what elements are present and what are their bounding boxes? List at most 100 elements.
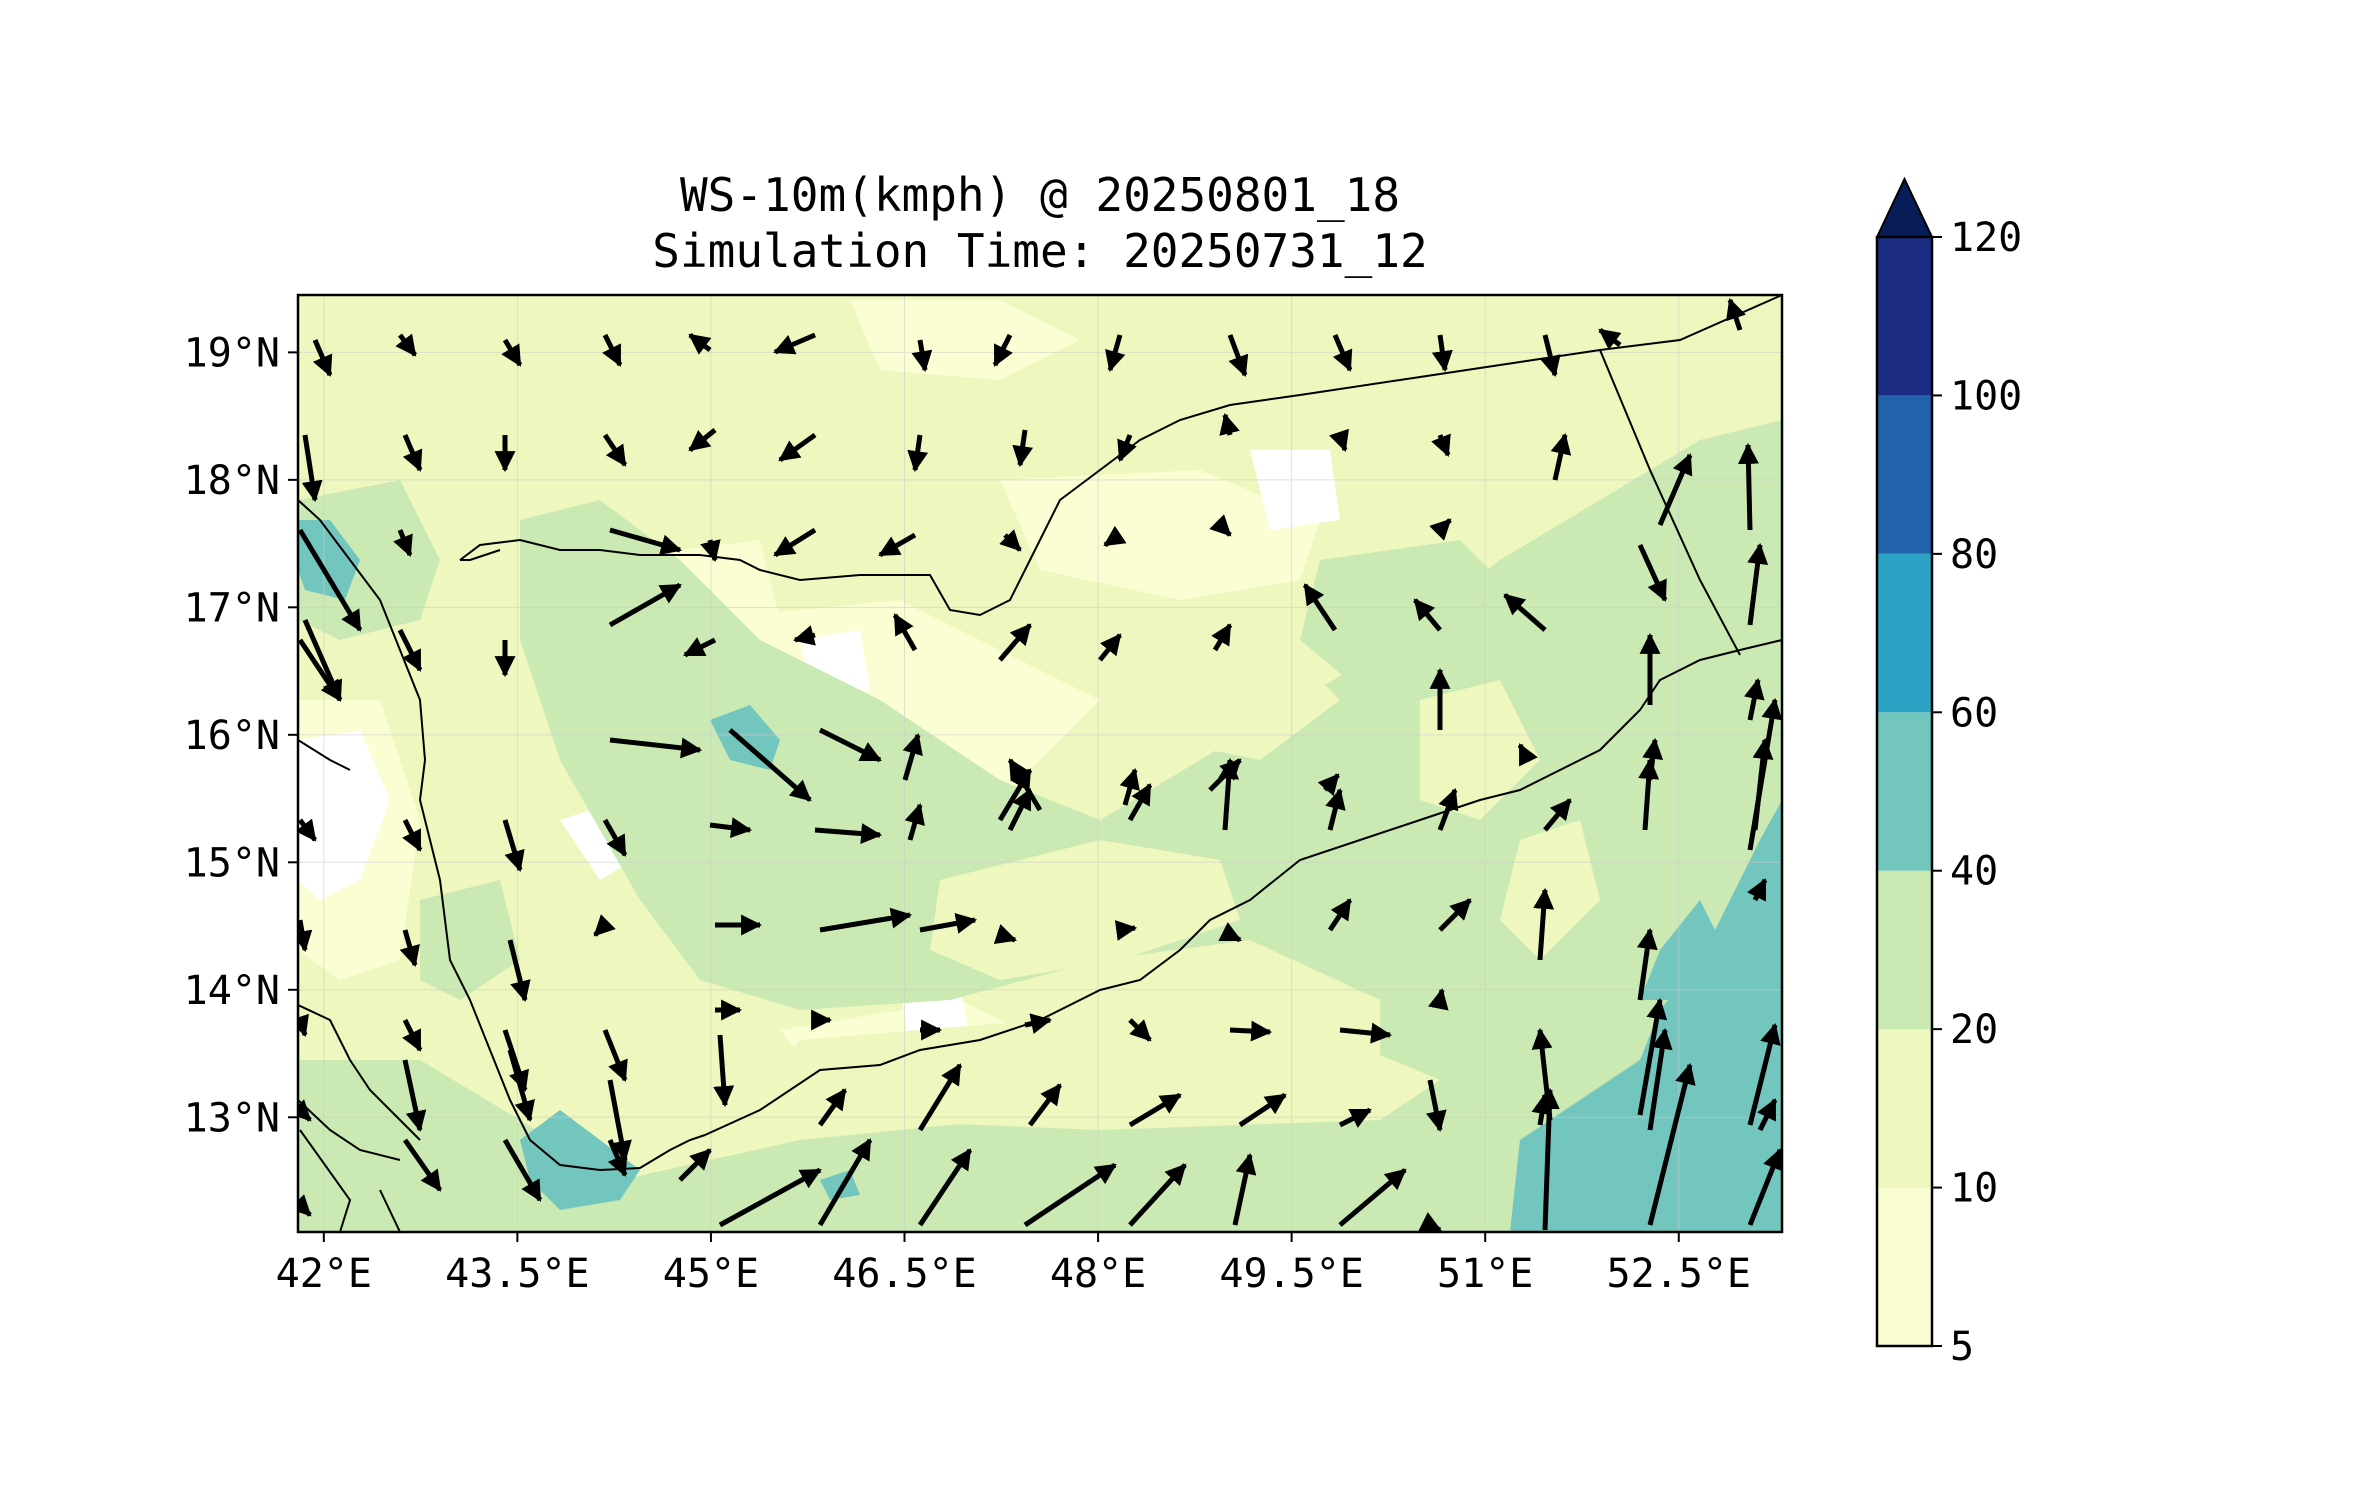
wind-arrow xyxy=(1638,757,1660,831)
wind-arrow xyxy=(1339,1022,1393,1044)
wind-arrow xyxy=(1538,1087,1560,1231)
wind-arrow xyxy=(602,333,623,367)
wind-arrow xyxy=(1219,412,1240,436)
wind-arrow xyxy=(818,727,882,763)
colorbar-tick-label: 120 xyxy=(1950,215,2022,261)
wind-arrow xyxy=(1218,757,1240,831)
wind-arrow xyxy=(998,623,1032,662)
map-title: WS-10m(kmph) @ 20250801_18 xyxy=(679,168,1401,222)
wind-arrow xyxy=(602,433,628,467)
wind-arrow xyxy=(999,529,1022,552)
wind-arrow xyxy=(1317,773,1340,797)
wind-arrow xyxy=(1540,334,1561,378)
colorbar-segment xyxy=(1877,553,1932,713)
wind-arrow xyxy=(298,818,317,842)
x-tick-label: 45°E xyxy=(663,1251,759,1297)
wind-arrow xyxy=(602,1029,628,1082)
wind-arrow xyxy=(402,1018,423,1052)
wind-arrow xyxy=(1747,1148,1782,1226)
wind-arrow xyxy=(1232,1152,1257,1226)
wind-arrow xyxy=(688,428,717,452)
wind-arrow xyxy=(902,732,923,781)
wind-arrow xyxy=(1338,1107,1372,1128)
wind-arrow xyxy=(1517,743,1538,767)
wind-arrow xyxy=(298,638,343,702)
wind-arrow xyxy=(507,939,531,1003)
colorbar-tick-label: 5 xyxy=(1950,1324,1974,1370)
wind-arrow xyxy=(1437,788,1459,831)
wind-arrow xyxy=(778,432,817,463)
wind-arrow xyxy=(907,434,929,473)
wind-arrow xyxy=(700,539,721,563)
wind-arrow xyxy=(1103,525,1127,548)
colorbar-segment xyxy=(1877,1029,1932,1188)
wind-arrow xyxy=(1098,633,1122,662)
wind-arrow xyxy=(1418,1212,1442,1232)
wind-arrow xyxy=(312,339,333,377)
wind-arrow xyxy=(1637,997,1668,1116)
x-tick-label: 52.5°E xyxy=(1607,1251,1752,1297)
colorbar-extend-arrow xyxy=(1875,176,1934,238)
wind-arrow xyxy=(607,1139,628,1177)
colorbar-tick-label: 20 xyxy=(1950,1007,1998,1053)
y-tick-label: 19°N xyxy=(184,330,280,376)
colorbar-segment xyxy=(1877,1187,1932,1346)
wind-arrow xyxy=(1636,927,1658,1001)
colorbar-segment xyxy=(1877,712,1932,871)
wind-arrow xyxy=(728,728,812,802)
wind-arrow xyxy=(1218,922,1242,943)
colorbar-tick-label: 100 xyxy=(1950,373,2022,419)
wind-arrow xyxy=(1747,878,1768,902)
wind-arrow xyxy=(593,914,616,937)
wind-arrow xyxy=(792,625,816,646)
axis-labels: 42°E 43.5°E 45°E 46.5°E 48°E 49.5°E 51°E 52.5°E… xyxy=(184,330,1751,1297)
saudi-inner-border xyxy=(460,549,501,561)
wind-arrow xyxy=(904,802,925,841)
wind-arrow xyxy=(1127,783,1153,822)
wind-arrow xyxy=(395,333,417,357)
wind-arrow xyxy=(1007,788,1033,832)
wind-arrow xyxy=(1128,1018,1152,1042)
wind-arrow xyxy=(1503,593,1547,632)
wind-arrow xyxy=(402,1138,443,1192)
wind-arrow xyxy=(683,637,717,658)
wind-arrow xyxy=(1332,334,1353,372)
wind-arrow xyxy=(1105,334,1126,373)
wind-arrow xyxy=(1338,1168,1407,1227)
wind-arrow xyxy=(993,924,1017,944)
colorbar-tick-label: 40 xyxy=(1950,849,1998,895)
wind-arrow xyxy=(397,628,423,672)
wind-arrow xyxy=(298,1194,312,1217)
wind-arrow xyxy=(1598,328,1622,350)
wind-arrow xyxy=(1238,1092,1287,1128)
wind-arrow xyxy=(878,532,917,558)
wind-arrow xyxy=(502,1138,543,1202)
wind-arrow xyxy=(1429,518,1452,541)
wind-arrow xyxy=(1737,442,1759,531)
wind-arrow xyxy=(298,1013,309,1037)
wind-arrow xyxy=(1431,433,1451,457)
wind-arrow xyxy=(1012,429,1034,468)
wind-arrow xyxy=(1657,453,1693,526)
wind-arrow xyxy=(917,1148,973,1227)
wind-arrow xyxy=(393,529,413,557)
y-tick-label: 13°N xyxy=(184,1095,280,1141)
red-sea-west-coast xyxy=(298,739,421,1161)
wind-arrow xyxy=(1007,758,1043,812)
colorbar-segment xyxy=(1877,237,1932,396)
gulf-of-aden-north-coast xyxy=(704,639,1782,1136)
x-tick-label: 51°E xyxy=(1437,1251,1533,1297)
wind-arrow xyxy=(502,819,525,873)
wind-arrow xyxy=(1637,543,1668,602)
colorbar-segment xyxy=(1877,870,1932,1030)
wind-arrow xyxy=(817,1138,873,1227)
wind-arrow xyxy=(1431,334,1453,373)
wind-arrow xyxy=(1425,1079,1447,1133)
y-tick-label: 16°N xyxy=(184,713,280,759)
wind-arrow xyxy=(1743,677,1765,721)
wind-arrow xyxy=(1647,1027,1673,1131)
wind-arrow xyxy=(501,338,523,367)
wind-arrow xyxy=(1114,920,1138,941)
wind-arrow xyxy=(1647,1062,1696,1226)
wind-arrow xyxy=(911,339,933,373)
